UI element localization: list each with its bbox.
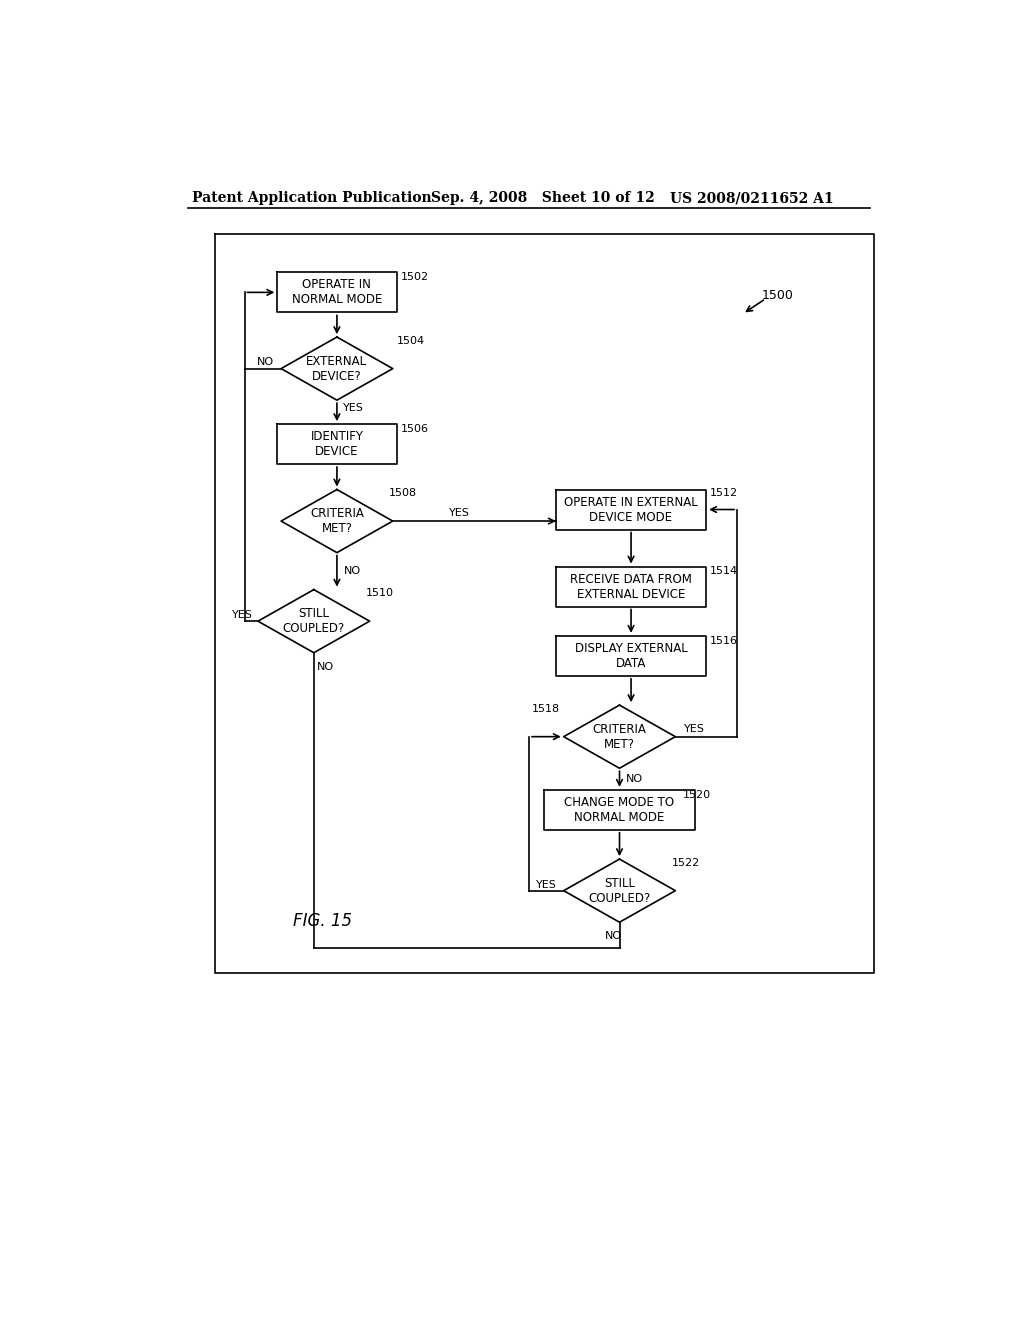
- Text: YES: YES: [449, 508, 469, 519]
- Polygon shape: [278, 424, 396, 465]
- Text: 1520: 1520: [683, 789, 711, 800]
- Polygon shape: [282, 490, 393, 553]
- Text: EXTERNAL
DEVICE?: EXTERNAL DEVICE?: [306, 355, 368, 383]
- Text: NO: NO: [316, 661, 334, 672]
- Text: US 2008/0211652 A1: US 2008/0211652 A1: [670, 191, 834, 206]
- Text: 1512: 1512: [710, 488, 738, 498]
- Text: Patent Application Publication: Patent Application Publication: [193, 191, 432, 206]
- Text: RECEIVE DATA FROM
EXTERNAL DEVICE: RECEIVE DATA FROM EXTERNAL DEVICE: [570, 573, 692, 601]
- Text: Sep. 4, 2008   Sheet 10 of 12: Sep. 4, 2008 Sheet 10 of 12: [431, 191, 654, 206]
- Text: 1508: 1508: [389, 488, 417, 498]
- Text: NO: NO: [344, 566, 360, 576]
- Text: OPERATE IN EXTERNAL
DEVICE MODE: OPERATE IN EXTERNAL DEVICE MODE: [564, 495, 698, 524]
- Text: CRITERIA
MET?: CRITERIA MET?: [310, 507, 364, 535]
- Polygon shape: [563, 705, 676, 768]
- Polygon shape: [282, 337, 393, 400]
- Text: YES: YES: [537, 879, 557, 890]
- Text: DISPLAY EXTERNAL
DATA: DISPLAY EXTERNAL DATA: [574, 642, 687, 669]
- Text: YES: YES: [232, 610, 253, 620]
- Text: 1500: 1500: [762, 289, 794, 302]
- Text: 1510: 1510: [366, 589, 394, 598]
- Polygon shape: [258, 590, 370, 653]
- Text: 1516: 1516: [710, 636, 738, 645]
- Polygon shape: [278, 272, 396, 313]
- Text: STILL
COUPLED?: STILL COUPLED?: [589, 876, 650, 904]
- Text: 1518: 1518: [531, 704, 560, 714]
- Text: OPERATE IN
NORMAL MODE: OPERATE IN NORMAL MODE: [292, 279, 382, 306]
- Text: NO: NO: [605, 931, 622, 941]
- Text: 1514: 1514: [710, 566, 738, 577]
- Polygon shape: [556, 566, 707, 607]
- Polygon shape: [545, 789, 694, 830]
- Text: YES: YES: [343, 403, 365, 413]
- Text: YES: YES: [684, 723, 705, 734]
- Text: IDENTIFY
DEVICE: IDENTIFY DEVICE: [310, 430, 364, 458]
- Polygon shape: [556, 490, 707, 529]
- Polygon shape: [556, 636, 707, 676]
- Text: 1504: 1504: [396, 335, 425, 346]
- Text: 1506: 1506: [400, 424, 428, 434]
- Text: 1522: 1522: [672, 858, 699, 867]
- Text: CRITERIA
MET?: CRITERIA MET?: [593, 722, 646, 751]
- Polygon shape: [563, 859, 676, 923]
- Text: NO: NO: [257, 358, 274, 367]
- Text: NO: NO: [627, 774, 643, 784]
- Text: CHANGE MODE TO
NORMAL MODE: CHANGE MODE TO NORMAL MODE: [564, 796, 675, 824]
- Text: STILL
COUPLED?: STILL COUPLED?: [283, 607, 345, 635]
- Text: 1502: 1502: [400, 272, 429, 282]
- Text: FIG. 15: FIG. 15: [294, 912, 352, 929]
